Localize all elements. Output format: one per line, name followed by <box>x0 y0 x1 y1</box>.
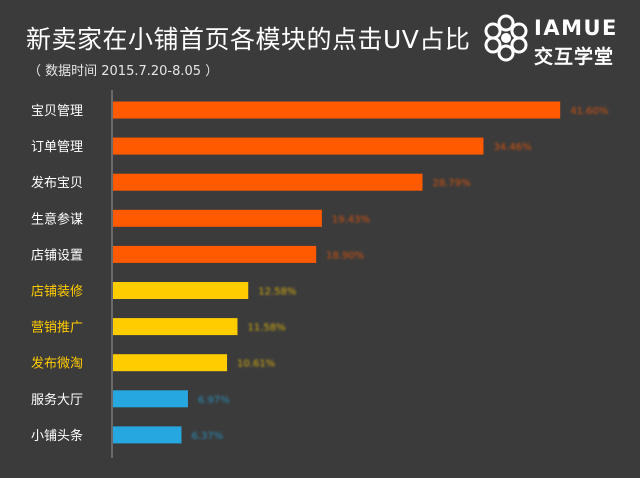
bar <box>113 137 484 155</box>
logo-text-en: IAMUE <box>534 16 618 40</box>
logo-text-cn: 交互学堂 <box>534 46 615 68</box>
category-label: 店铺装修 <box>31 285 83 300</box>
value-label: 10.61% <box>237 359 275 370</box>
bar <box>113 209 322 227</box>
molecule-logo-icon <box>484 14 528 62</box>
chart-title: 新卖家在小铺首页各模块的点击UV占比 <box>26 25 471 54</box>
value-label: 6.97% <box>198 395 230 406</box>
bar <box>113 282 249 299</box>
value-label: 28.79% <box>432 178 470 189</box>
category-label: 服务大厅 <box>31 392 83 408</box>
bar <box>113 101 561 119</box>
value-label: 41.60% <box>570 106 608 117</box>
category-label: 宝贝管理 <box>31 104 83 119</box>
chart-subtitle: （ 数据时间 2015.7.20-8.05 ） <box>28 64 219 79</box>
value-label: 34.46% <box>493 142 531 153</box>
bar <box>113 318 238 336</box>
value-label: 6.37% <box>191 431 223 442</box>
brand-logo: IAMUE 交互学堂 <box>482 12 632 68</box>
value-label: 12.58% <box>258 287 296 298</box>
value-label: 18.90% <box>326 250 364 261</box>
category-label: 订单管理 <box>31 140 83 155</box>
bar <box>113 390 188 408</box>
category-label: 生意参谋 <box>31 211 83 227</box>
value-label: 11.58% <box>247 323 285 334</box>
bar <box>113 173 423 191</box>
category-label: 小铺头条 <box>31 428 83 444</box>
category-label: 发布微淘 <box>31 356 83 372</box>
bar <box>113 354 228 372</box>
value-label: 19.43% <box>332 214 370 225</box>
category-label: 营销推广 <box>31 321 83 336</box>
category-label: 店铺设置 <box>31 248 83 263</box>
bar <box>113 426 182 444</box>
category-label: 发布宝贝 <box>31 175 83 191</box>
bar <box>113 245 317 263</box>
